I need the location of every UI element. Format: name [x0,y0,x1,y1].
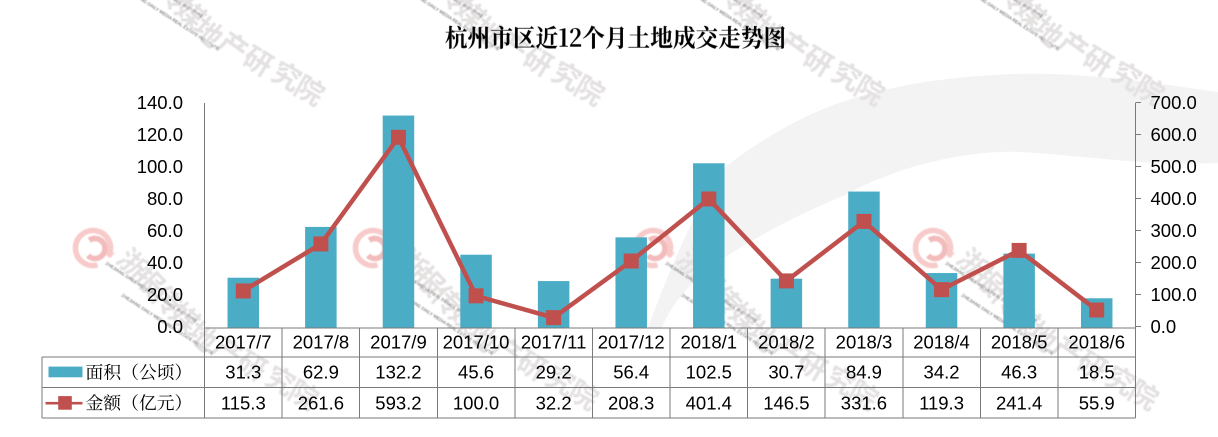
svg-text:593.2: 593.2 [375,392,421,413]
svg-text:2018/6: 2018/6 [1068,331,1125,352]
svg-text:2017/8: 2017/8 [293,331,350,352]
svg-text:100.0: 100.0 [137,156,183,177]
svg-text:200.0: 200.0 [1151,252,1197,273]
svg-text:2017/10: 2017/10 [443,331,510,352]
svg-text:32.2: 32.2 [536,392,572,413]
svg-text:31.3: 31.3 [225,361,261,382]
svg-text:208.3: 208.3 [608,392,654,413]
svg-text:600.0: 600.0 [1151,124,1197,145]
svg-text:2018/1: 2018/1 [680,331,737,352]
svg-text:2017/12: 2017/12 [598,331,665,352]
svg-text:2017/9: 2017/9 [370,331,427,352]
svg-text:2017/11: 2017/11 [521,331,587,352]
svg-text:241.4: 241.4 [996,392,1042,413]
svg-text:30.7: 30.7 [768,361,804,382]
svg-text:0.0: 0.0 [1151,316,1177,337]
svg-text:2018/4: 2018/4 [913,331,970,352]
svg-text:62.9: 62.9 [303,361,339,382]
svg-text:45.6: 45.6 [458,361,494,382]
svg-text:700.0: 700.0 [1151,92,1197,113]
svg-text:401.4: 401.4 [686,392,732,413]
svg-text:331.6: 331.6 [841,392,887,413]
svg-text:2017/7: 2017/7 [215,331,272,352]
svg-text:100.0: 100.0 [453,392,499,413]
svg-text:500.0: 500.0 [1151,156,1197,177]
svg-text:34.2: 34.2 [924,361,960,382]
svg-text:300.0: 300.0 [1151,220,1197,241]
svg-text:140.0: 140.0 [137,92,183,113]
svg-text:100.0: 100.0 [1151,284,1197,305]
svg-text:132.2: 132.2 [375,361,421,382]
svg-text:115.3: 115.3 [221,392,266,413]
svg-text:400.0: 400.0 [1151,188,1197,209]
svg-text:2018/5: 2018/5 [991,331,1048,352]
svg-text:0.0: 0.0 [157,316,183,337]
svg-text:29.2: 29.2 [536,361,572,382]
svg-text:60.0: 60.0 [147,220,183,241]
svg-text:261.6: 261.6 [298,392,344,413]
svg-text:80.0: 80.0 [147,188,183,209]
svg-text:146.5: 146.5 [763,392,809,413]
svg-text:20.0: 20.0 [147,284,183,305]
svg-text:18.5: 18.5 [1079,361,1115,382]
svg-text:40.0: 40.0 [147,252,183,273]
svg-text:55.9: 55.9 [1079,392,1115,413]
svg-text:56.4: 56.4 [613,361,649,382]
svg-text:2018/3: 2018/3 [836,331,893,352]
svg-text:46.3: 46.3 [1001,361,1037,382]
svg-text:102.5: 102.5 [686,361,732,382]
svg-text:119.3: 119.3 [919,392,964,413]
svg-text:2018/2: 2018/2 [758,331,815,352]
svg-text:120.0: 120.0 [137,124,183,145]
svg-text:84.9: 84.9 [846,361,882,382]
